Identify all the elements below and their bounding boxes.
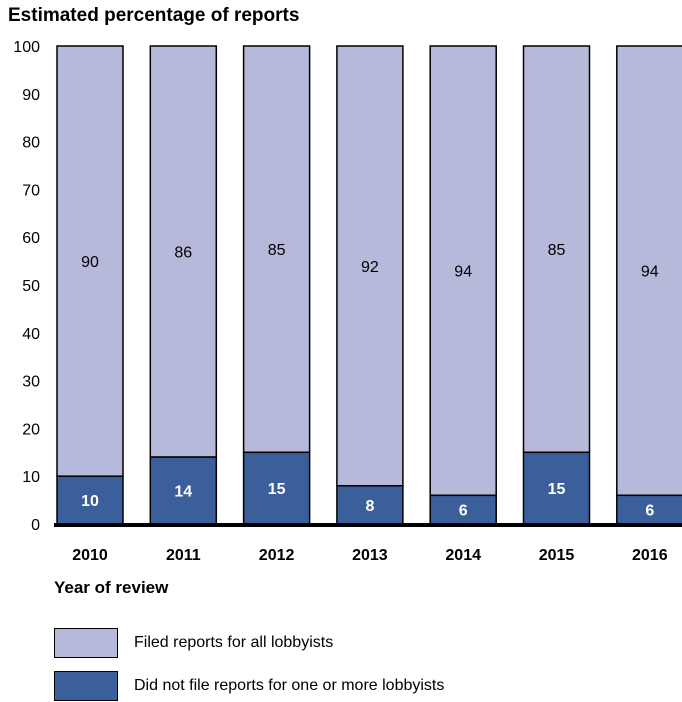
data-label-not-filed: 8 (365, 498, 374, 515)
y-tick-label: 40 (22, 326, 40, 343)
bar-group-2012: 85 15 (242, 45, 311, 525)
x-tick-label: 2016 (632, 547, 668, 560)
legend-swatch-filed (54, 628, 118, 658)
y-tick-label: 30 (22, 374, 40, 391)
data-label-not-filed: 10 (81, 493, 99, 510)
x-tick-label: 2010 (72, 547, 108, 560)
data-label-not-filed: 14 (174, 484, 192, 501)
bar-filed-2016 (616, 45, 682, 497)
y-tick-label: 90 (22, 87, 40, 104)
bar-filed-2011 (149, 45, 218, 458)
y-axis: 0 10 20 30 40 50 60 70 80 90 100 (13, 39, 40, 534)
y-tick-label: 0 (31, 517, 40, 534)
data-label-filed: 92 (361, 259, 379, 276)
data-label-not-filed: 15 (548, 481, 566, 498)
x-tick-label: 2014 (445, 547, 481, 560)
x-tick-label: 2011 (166, 547, 201, 560)
data-label-filed: 94 (641, 264, 659, 281)
bar-chart: 0 10 20 30 40 50 60 70 80 90 100 90 10 86 14 85 15 92 8 94… (13, 39, 682, 560)
bar-not-filed-2016 (616, 494, 682, 525)
bars-group: 90 10 86 14 85 15 92 8 94 6 85 15 94 6 (56, 45, 682, 525)
data-label-filed: 94 (454, 264, 472, 281)
y-tick-label: 80 (22, 135, 40, 152)
data-label-filed: 85 (548, 242, 566, 259)
y-tick-label: 60 (22, 230, 40, 247)
x-tick-label: 2012 (259, 547, 295, 560)
bar-not-filed-2013 (336, 485, 404, 525)
data-label-not-filed: 6 (645, 503, 654, 520)
bar-not-filed-2015 (522, 451, 591, 525)
bar-group-2010: 90 10 (56, 45, 124, 525)
y-tick-label: 100 (13, 39, 40, 56)
legend-label-filed: Filed reports for all lobbyists (134, 634, 334, 651)
bar-group-2014: 94 6 (429, 45, 497, 525)
y-tick-label: 50 (22, 278, 40, 295)
data-label-filed: 85 (268, 242, 286, 259)
y-tick-label: 70 (22, 182, 40, 199)
legend-swatch-not-filed (54, 671, 118, 701)
bar-filed-2013 (336, 45, 404, 487)
bar-filed-2012 (242, 45, 311, 454)
x-axis-title: Year of review (54, 578, 169, 597)
bar-filed-2014 (429, 45, 497, 497)
bar-filed-2015 (522, 45, 591, 454)
bar-group-2013: 92 8 (336, 45, 404, 525)
bar-not-filed-2012 (242, 451, 311, 525)
data-label-filed: 86 (174, 245, 192, 262)
data-label-not-filed: 15 (268, 481, 286, 498)
bar-group-2015: 85 15 (522, 45, 591, 525)
y-tick-label: 10 (22, 469, 40, 486)
chart-title: Estimated percentage of reports (8, 5, 300, 26)
legend-label-not-filed: Did not file reports for one or more lob… (134, 677, 445, 694)
bar-not-filed-2011 (149, 456, 218, 525)
y-tick-label: 20 (22, 421, 40, 438)
bar-group-2011: 86 14 (149, 45, 218, 525)
bar-group-2016: 94 6 (616, 45, 682, 525)
x-tick-label: 2013 (352, 547, 388, 560)
data-label-filed: 90 (81, 254, 99, 271)
bar-filed-2010 (56, 45, 124, 477)
data-label-not-filed: 6 (459, 503, 468, 520)
legend-item-filed: Filed reports for all lobbyists (54, 627, 333, 659)
legend-item-not-filed: Did not file reports for one or more lob… (54, 670, 444, 702)
x-axis: 2010 2011 2012 2013 2014 2015 2016 (54, 523, 682, 560)
x-tick-label: 2015 (539, 547, 575, 560)
